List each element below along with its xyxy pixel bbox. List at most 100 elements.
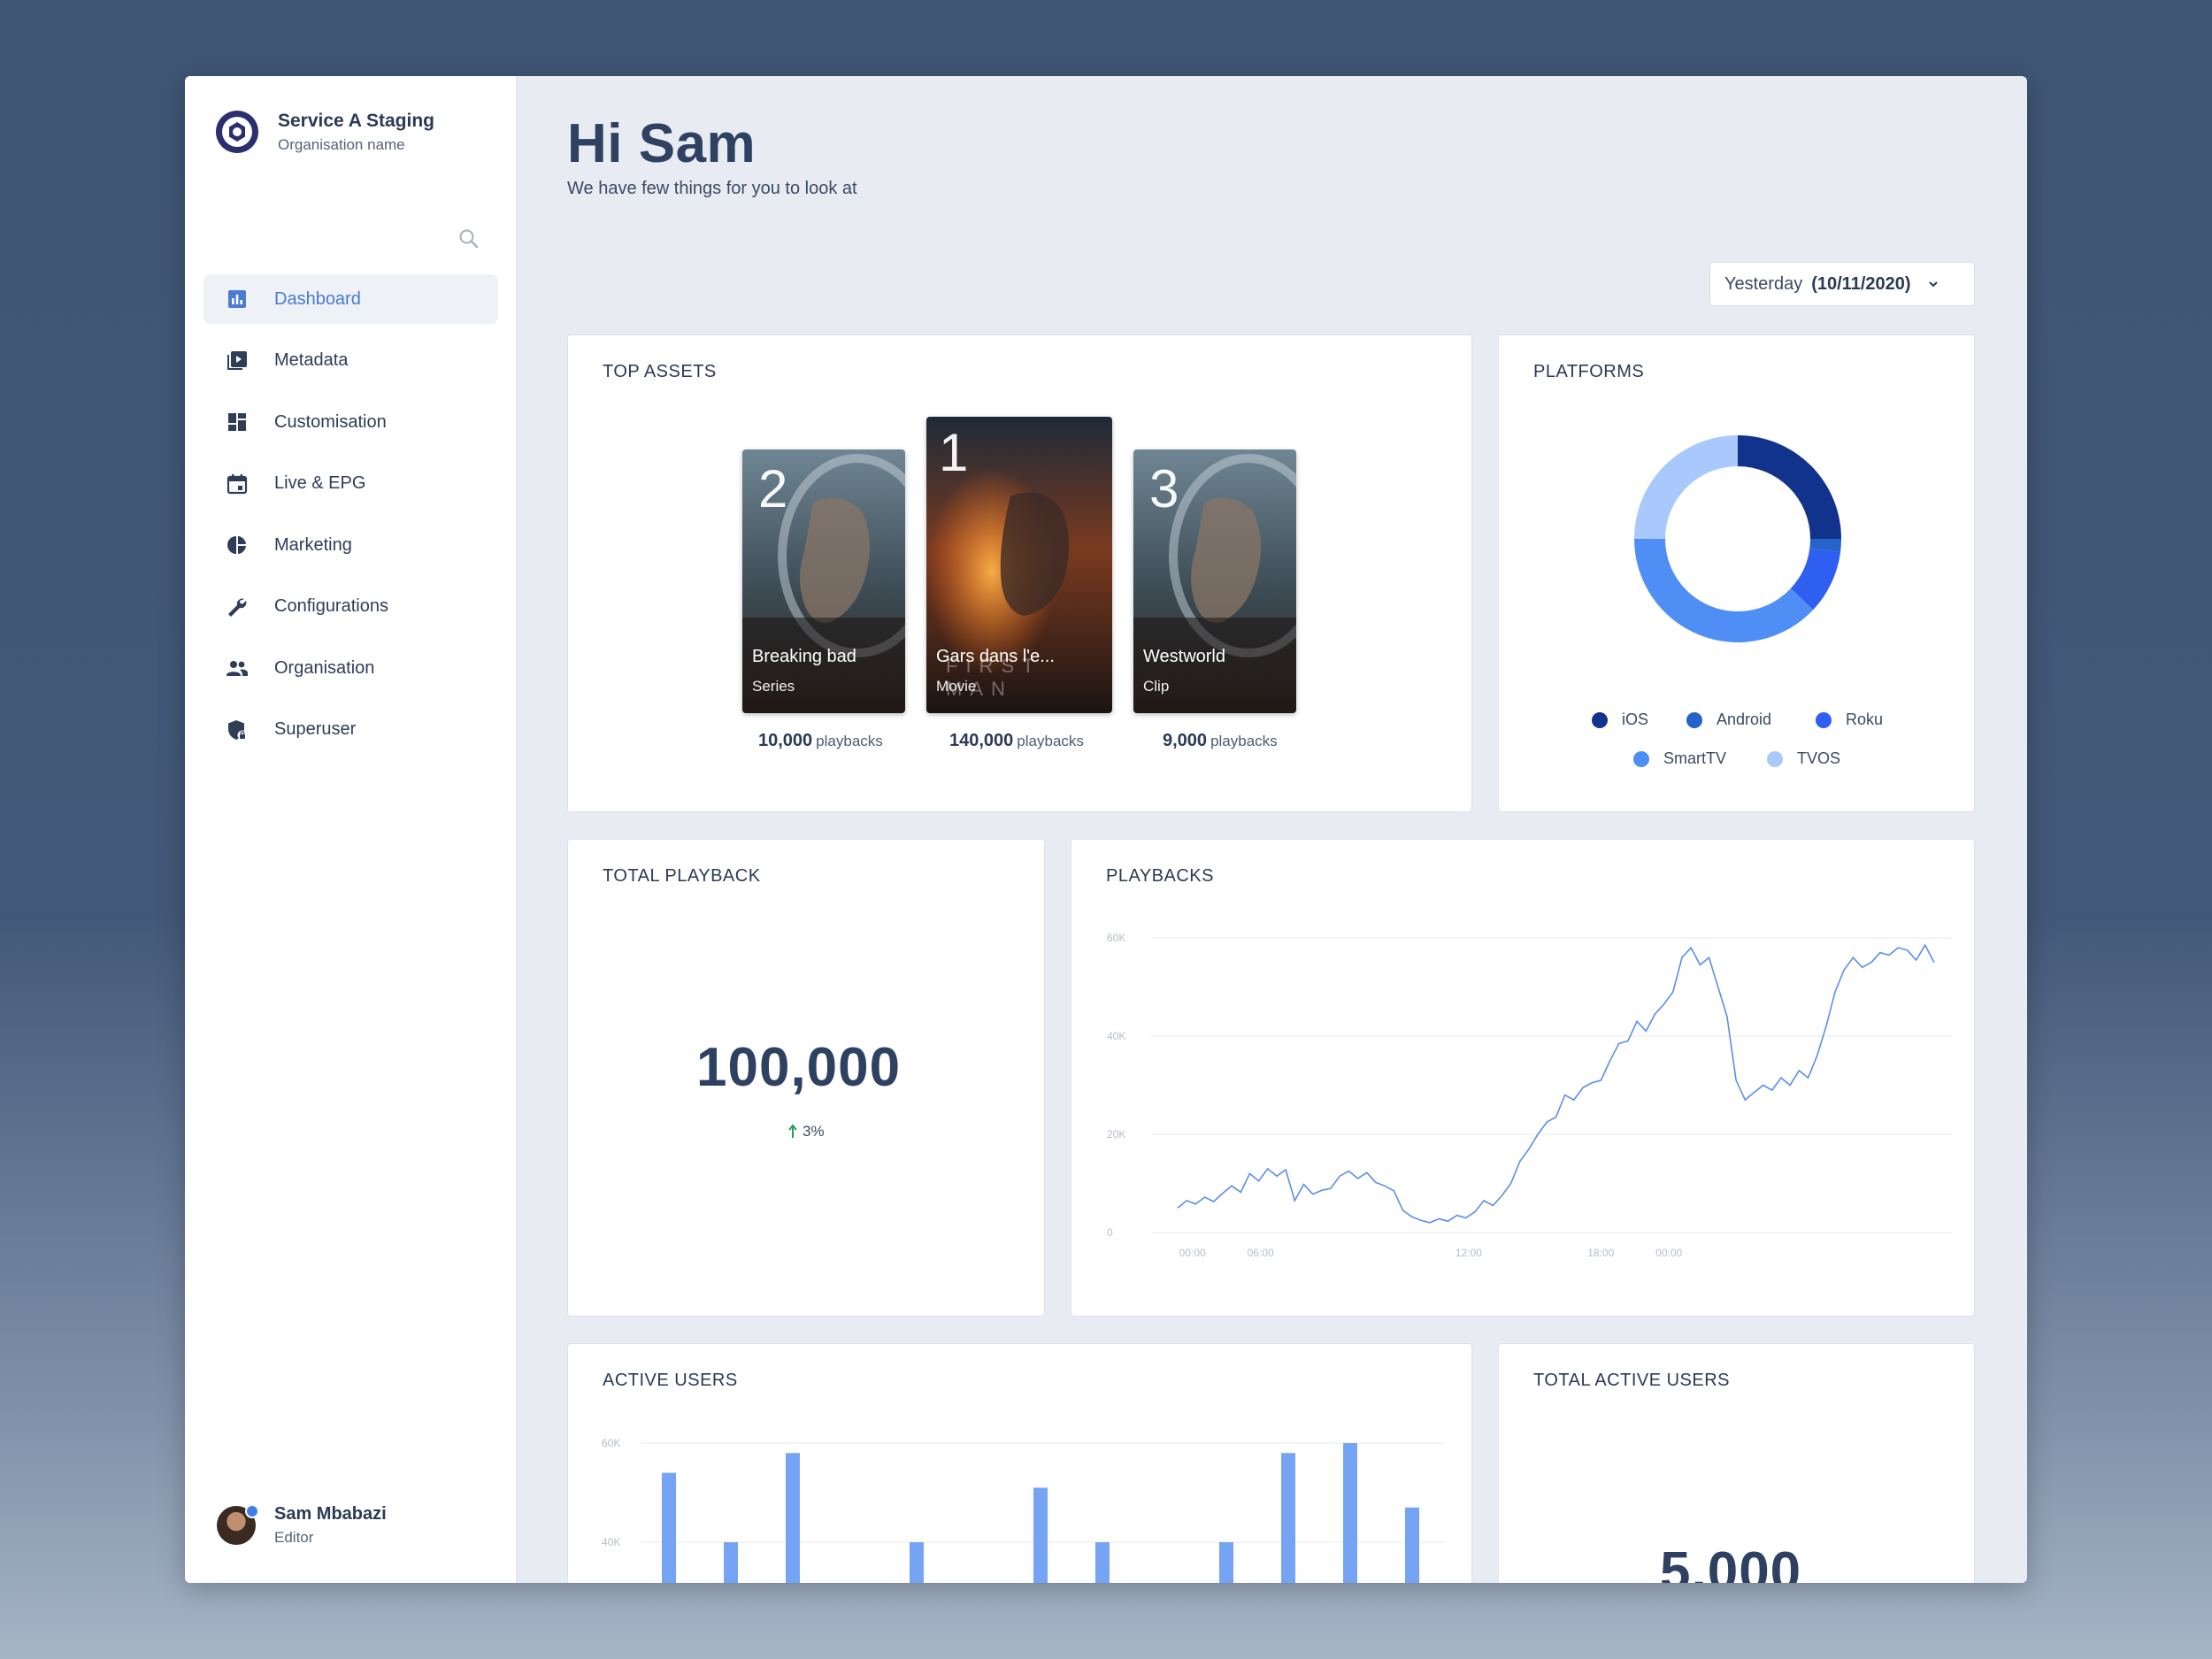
- sidebar-item-label: Dashboard: [274, 288, 361, 309]
- wrench-icon: [228, 598, 247, 617]
- asset-title: Breaking bad: [752, 647, 856, 666]
- bar: [1219, 1542, 1233, 1583]
- asset-title: Gars dans l'e...: [936, 647, 1055, 666]
- date-range-select[interactable]: Yesterday (10/11/2020): [1709, 262, 1975, 306]
- brand[interactable]: Service A Staging Organisation name: [215, 110, 434, 154]
- user-role: Editor: [274, 1529, 314, 1546]
- user-profile[interactable]: Sam Mbabazi Editor: [217, 1504, 387, 1547]
- x-tick-label: 00:00: [1655, 1247, 1682, 1259]
- card-title: TOTAL PLAYBACK: [603, 866, 761, 886]
- x-tick-label: 18:00: [1587, 1247, 1614, 1259]
- sidebar-item-label: Organisation: [274, 657, 375, 678]
- bar: [724, 1542, 738, 1583]
- asset-card-3[interactable]: 3 Westworld Clip: [1133, 449, 1296, 713]
- bar: [1095, 1542, 1110, 1583]
- total-active-users-card: TOTAL ACTIVE USERS 5,000: [1498, 1343, 1975, 1583]
- playback-count: 140,000: [949, 731, 1014, 750]
- sidebar-item-dashboard[interactable]: Dashboard: [204, 274, 498, 324]
- legend-item-ios: iOS: [1592, 710, 1648, 729]
- asset-card-1[interactable]: 1 FIRST MAN Gars dans l'e... Movie: [926, 417, 1112, 713]
- card-title: TOTAL ACTIVE USERS: [1533, 1371, 1731, 1390]
- card-title: PLAYBACKS: [1106, 866, 1214, 886]
- sidebar-item-organisation[interactable]: Organisation: [204, 643, 498, 693]
- asset-type: Movie: [936, 678, 977, 695]
- donut-slice-ios: [1738, 435, 1841, 539]
- sidebar-item-customisation[interactable]: Customisation: [204, 397, 498, 447]
- sidebar-item-label: Live & EPG: [274, 473, 366, 493]
- brand-logo-icon: [216, 111, 258, 153]
- sidebar-nav: Dashboard Metadata Customisation: [204, 274, 498, 766]
- sidebar-item-live-epg[interactable]: Live & EPG: [204, 459, 498, 509]
- playback-unit: playbacks: [1210, 733, 1278, 749]
- bar: [1033, 1487, 1048, 1583]
- poster-image: [742, 449, 905, 713]
- donut-slice-tvos: [1634, 435, 1738, 539]
- sidebar-item-label: Metadata: [274, 350, 349, 370]
- brand-org: Organisation name: [278, 135, 405, 153]
- app-window: Service A Staging Organisation name Dash…: [185, 76, 2027, 1583]
- donut-slice-roku: [1790, 548, 1841, 611]
- y-tick-label: 40K: [1107, 1030, 1125, 1042]
- bar: [1343, 1443, 1357, 1583]
- legend-label: TVOS: [1797, 749, 1841, 767]
- poster-watermark: FIRST MAN: [946, 655, 1042, 700]
- bar: [1281, 1453, 1295, 1583]
- bar: [662, 1472, 676, 1583]
- sidebar-item-marketing[interactable]: Marketing: [204, 520, 498, 570]
- total-playback-delta: 3%: [787, 1123, 825, 1141]
- date-range-label: Yesterday: [1724, 273, 1803, 294]
- date-range-value: (10/11/2020): [1811, 273, 1911, 294]
- bar-chart-icon: [228, 290, 246, 308]
- legend-label: iOS: [1622, 710, 1649, 728]
- top-assets-card: TOP ASSETS 2 Breaking bad Series: [567, 334, 1472, 812]
- chevron-down-icon: [1928, 281, 1938, 288]
- dashboard-tiles-icon: [228, 413, 246, 431]
- sidebar-item-label: Configurations: [274, 596, 388, 616]
- asset-rank: 1: [939, 423, 969, 482]
- online-status-dot: [245, 1504, 259, 1518]
- sidebar-item-metadata[interactable]: Metadata: [204, 336, 498, 386]
- asset-playbacks-2: 10,000 playbacks: [758, 731, 883, 751]
- asset-card-2[interactable]: 2 Breaking bad Series: [742, 449, 905, 713]
- playbacks-line-chart: 0 20K 40K 60K 00:00 06:00 12:00 18:00 00:00: [1107, 932, 1952, 1259]
- playbacks-series-line: [1177, 943, 1935, 1224]
- donut-slice-smarttv: [1634, 539, 1814, 642]
- poster-image: [1133, 449, 1296, 713]
- legend-dot: [1633, 750, 1649, 767]
- shield-lock-icon: [228, 719, 248, 740]
- page-subtitle: We have few things for you to look at: [567, 179, 857, 199]
- sidebar-item-configurations[interactable]: Configurations: [204, 582, 498, 632]
- asset-rank: 3: [1149, 459, 1179, 518]
- video-library-icon: [227, 350, 247, 370]
- card-title: ACTIVE USERS: [603, 1371, 738, 1390]
- legend-item-android: Android: [1686, 710, 1771, 729]
- search-icon[interactable]: [457, 227, 481, 251]
- x-tick-label: 06:00: [1248, 1247, 1274, 1259]
- y-tick-label: 60K: [1107, 932, 1125, 944]
- arrow-up-icon: [788, 1124, 797, 1138]
- y-tick-label: 40K: [602, 1536, 620, 1548]
- legend-item-roku: Roku: [1816, 710, 1883, 729]
- avatar: [217, 1504, 259, 1545]
- sidebar-item-label: Marketing: [274, 534, 352, 555]
- playback-unit: playbacks: [1017, 733, 1084, 749]
- legend-label: Roku: [1846, 710, 1884, 728]
- card-title: TOP ASSETS: [603, 362, 717, 381]
- page-title: Hi Sam: [567, 113, 757, 174]
- bar: [910, 1542, 924, 1583]
- bar: [1405, 1507, 1419, 1583]
- brand-name: Service A Staging: [278, 110, 435, 131]
- asset-playbacks-3: 9,000 playbacks: [1163, 731, 1278, 751]
- people-icon: [227, 661, 248, 676]
- legend-label: SmartTV: [1663, 749, 1727, 767]
- sidebar-item-superuser[interactable]: Superuser: [204, 705, 498, 755]
- pie-chart-icon: [227, 536, 246, 554]
- x-tick-label: 12:00: [1455, 1247, 1482, 1259]
- playback-count: 10,000: [758, 731, 813, 750]
- asset-type: Series: [752, 678, 795, 695]
- playbacks-card: PLAYBACKS 0 20K 40K 60K 00:00 06:00 12:00 18:00…: [1071, 839, 1975, 1317]
- bar: [786, 1453, 800, 1583]
- active-users-card: ACTIVE USERS 60K 40K: [567, 1343, 1472, 1583]
- card-title: PLATFORMS: [1533, 362, 1645, 381]
- y-tick-label: 20K: [1107, 1128, 1125, 1141]
